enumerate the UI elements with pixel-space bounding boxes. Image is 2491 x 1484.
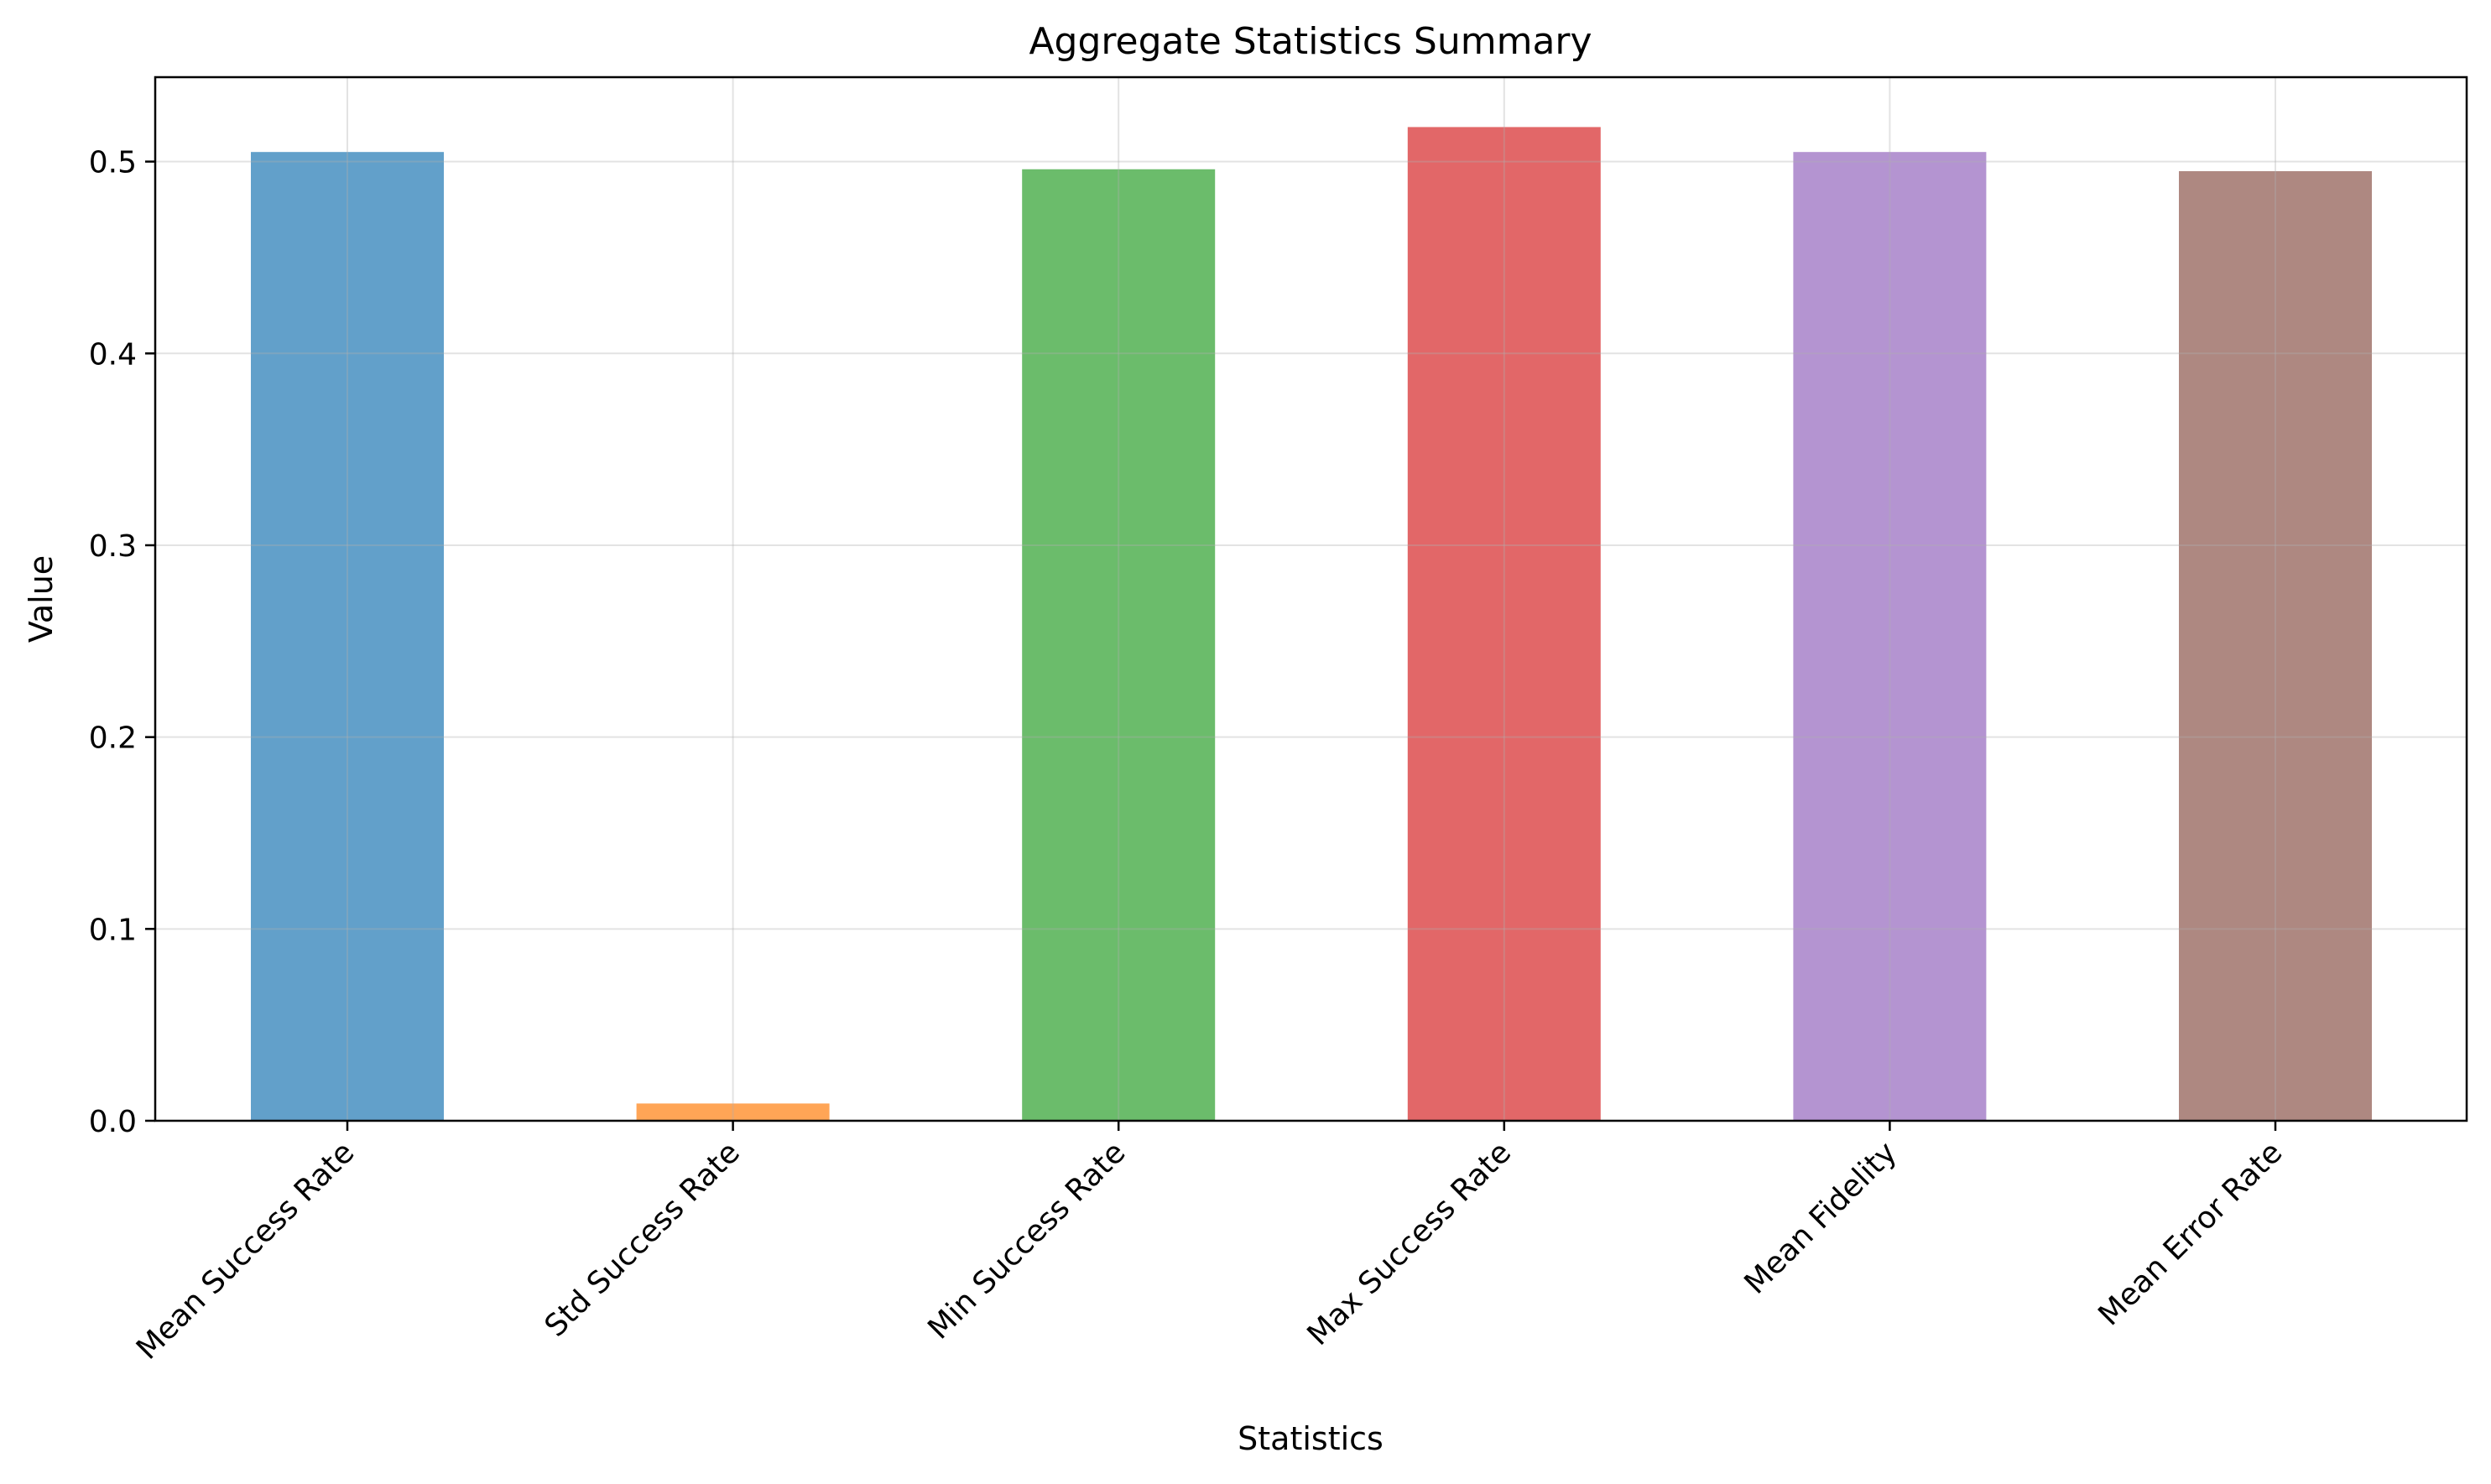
bar-mean-error-rate [2179, 171, 2372, 1121]
y-axis-ticks: 0.0 0.1 0.2 0.3 0.4 0.5 [89, 146, 155, 1139]
bar-min-success-rate [1022, 169, 1216, 1122]
plot-frame [154, 76, 2468, 1122]
x-tick-label: Mean Success Rate [130, 1135, 361, 1366]
x-axis-label: Statistics [1238, 1420, 1384, 1457]
bar-mean-fidelity [1793, 152, 1987, 1121]
y-tick-label: 0.1 [89, 913, 137, 947]
y-axis-label: Value [23, 555, 60, 643]
x-tick-label: Min Success Rate [921, 1135, 1132, 1346]
y-tick-label: 0.5 [89, 146, 137, 180]
bar-mean-success-rate [251, 152, 444, 1121]
x-tick-label: Mean Error Rate [2092, 1135, 2289, 1332]
x-axis-ticks: Mean Success Rate Std Success Rate Min Suc… [130, 1121, 2289, 1367]
x-tick-label: Mean Fidelity [1738, 1135, 1903, 1300]
y-tick-label: 0.0 [89, 1105, 137, 1139]
y-tick-label: 0.2 [89, 721, 137, 756]
bar-std-success-rate [636, 1103, 830, 1121]
x-tick-label: Max Success Rate [1301, 1135, 1519, 1352]
x-tick-label: Std Success Rate [539, 1135, 747, 1343]
chart-title: Aggregate Statistics Summary [1029, 20, 1592, 63]
bar-max-success-rate [1407, 127, 1601, 1121]
y-tick-label: 0.4 [89, 337, 137, 372]
y-tick-label: 0.3 [89, 529, 137, 564]
grid-lines [155, 77, 2467, 1122]
bars [251, 127, 2372, 1122]
